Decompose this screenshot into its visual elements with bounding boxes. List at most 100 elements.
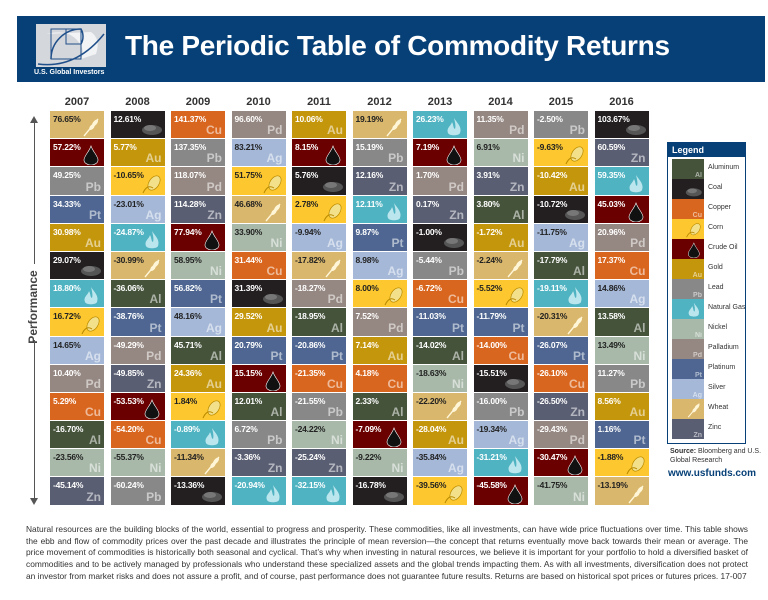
source-note: Source: Bloomberg and U.S. Global Resear… bbox=[670, 447, 765, 465]
corn-icon bbox=[263, 175, 282, 193]
element-symbol: Cu bbox=[508, 348, 525, 363]
year-column-2009: 2009 141.37% Cu 137.35% Pb 118.07% Pd 114.28% Zn… bbox=[171, 96, 225, 506]
return-value: 1.84% bbox=[174, 395, 198, 406]
commodity-cell-copper: 4.18% Cu bbox=[352, 364, 407, 392]
corn-icon bbox=[81, 315, 100, 334]
commodity-cell-silver: 8.98% Ag bbox=[352, 251, 407, 280]
legend-item-lead: Pb Lead bbox=[668, 279, 745, 299]
commodity-cell-corn: 16.72% bbox=[50, 308, 104, 336]
wheat-icon bbox=[506, 259, 523, 278]
legend-label: Lead bbox=[708, 284, 724, 291]
commodity-cell-palladium: 10.40% Pd bbox=[50, 364, 104, 392]
return-value: 118.07% bbox=[174, 170, 206, 181]
return-value: 4.18% bbox=[355, 367, 379, 378]
legend-swatch: Pb bbox=[672, 279, 704, 299]
flame-icon bbox=[84, 287, 98, 305]
year-label: 2013 bbox=[427, 96, 453, 108]
return-value: -16.78% bbox=[355, 480, 386, 491]
return-value: 14.86% bbox=[597, 283, 626, 294]
element-symbol: Pt bbox=[89, 207, 101, 222]
return-value: 8.15% bbox=[295, 142, 319, 153]
element-symbol: Cu bbox=[85, 405, 101, 420]
flame-icon bbox=[508, 456, 522, 474]
commodity-cell-copper: 5.29% Cu bbox=[50, 392, 104, 421]
legend-label: Nickel bbox=[708, 324, 728, 331]
flame-icon bbox=[689, 302, 700, 317]
commodity-cell-aluminum: 2.33% Al bbox=[352, 392, 407, 421]
corn-icon bbox=[444, 485, 463, 503]
corn-icon bbox=[142, 175, 161, 193]
commodity-cell-zinc: -25.24% Zn bbox=[292, 449, 346, 477]
return-value: -17.79% bbox=[537, 254, 568, 265]
return-value: 33.90% bbox=[234, 226, 263, 237]
year-label: 2008 bbox=[125, 96, 150, 108]
logo-text: U.S. Global Investors bbox=[34, 69, 105, 76]
legend-item-palladium: Pd Palladium bbox=[668, 339, 745, 359]
return-value: 1.16% bbox=[597, 424, 621, 435]
commodity-cell-coal: -15.51% bbox=[473, 364, 528, 392]
commodity-cell-palladium: -18.27% Pd bbox=[292, 280, 346, 308]
return-value: -24.87% bbox=[113, 226, 144, 237]
legend-label: Platinum bbox=[708, 364, 736, 371]
return-value: -1.88% bbox=[597, 452, 624, 463]
corn-icon bbox=[686, 223, 702, 238]
return-value: 10.40% bbox=[53, 367, 81, 378]
arrow-up-icon bbox=[30, 116, 38, 123]
commodity-cell-gold: -28.04% Au bbox=[413, 421, 467, 449]
legend: Legend Al Aluminum Coal Cu Copper Corn Crude O… bbox=[667, 142, 746, 444]
oil-drop-icon bbox=[265, 370, 280, 391]
legend-label: Natural Gas bbox=[708, 304, 746, 311]
element-symbol: Zn bbox=[509, 179, 525, 194]
legend-item-platinum: Pt Platinum bbox=[668, 359, 745, 379]
commodity-cell-corn: -39.56% bbox=[413, 477, 467, 505]
commodity-cell-zinc: 12.16% Zn bbox=[352, 167, 407, 195]
commodity-cell-copper: -21.35% Cu bbox=[292, 364, 346, 392]
year-column-2015: 2015 -2.50% Pb -9.63% -10.42% Au -10.72% -11.75… bbox=[534, 96, 588, 506]
commodity-cell-nickel: -55.37% Ni bbox=[110, 449, 165, 477]
oil-drop-icon bbox=[83, 145, 99, 166]
coal-icon bbox=[444, 237, 464, 248]
coal-icon bbox=[625, 125, 646, 136]
commodity-cell-natural-gas: 26.23% bbox=[413, 111, 467, 139]
return-value: -23.56% bbox=[53, 452, 84, 463]
element-symbol: Cu bbox=[569, 376, 585, 391]
element-symbol: Au bbox=[327, 123, 343, 138]
return-value: -55.37% bbox=[113, 452, 144, 463]
commodity-cell-wheat: 19.19% bbox=[352, 111, 407, 139]
element-symbol: Pb bbox=[569, 123, 585, 138]
element-symbol: Zn bbox=[693, 432, 702, 439]
return-value: -14.02% bbox=[416, 339, 447, 350]
arrow-down-icon bbox=[30, 498, 38, 505]
return-value: 34.33% bbox=[53, 198, 81, 209]
return-value: -15.51% bbox=[476, 367, 507, 378]
return-value: -38.76% bbox=[113, 311, 144, 322]
wheat-icon bbox=[567, 316, 583, 334]
element-symbol: Au bbox=[266, 320, 283, 335]
corn-icon bbox=[384, 287, 403, 306]
commodity-cell-silver: 14.65% Ag bbox=[50, 336, 104, 364]
return-value: 30.98% bbox=[53, 226, 81, 237]
commodity-cell-palladium: 20.96% Pd bbox=[594, 223, 649, 251]
return-value: 57.22% bbox=[53, 142, 81, 153]
coal-icon bbox=[202, 491, 222, 502]
flame-icon bbox=[266, 484, 280, 502]
commodity-cell-nickel: -24.22% Ni bbox=[292, 421, 346, 449]
commodity-cell-lead: 15.19% Pb bbox=[352, 139, 407, 167]
return-value: -1.72% bbox=[476, 226, 503, 237]
commodity-cell-silver: 83.21% Ag bbox=[231, 139, 286, 167]
return-value: 31.39% bbox=[234, 283, 263, 294]
return-value: -41.75% bbox=[537, 480, 568, 491]
return-value: -29.43% bbox=[537, 424, 568, 435]
return-value: -20.86% bbox=[295, 339, 326, 350]
legend-item-nickel: Ni Nickel bbox=[668, 319, 745, 339]
element-symbol: Au bbox=[569, 179, 585, 194]
element-symbol: Pb bbox=[448, 264, 464, 279]
element-symbol: Ni bbox=[512, 151, 525, 166]
corn-icon bbox=[505, 287, 524, 306]
return-value: 2.33% bbox=[355, 395, 379, 406]
return-value: -19.34% bbox=[476, 424, 507, 435]
coal-icon bbox=[141, 125, 162, 136]
commodity-cell-palladium: 7.52% Pd bbox=[352, 308, 407, 336]
year-column-2008: 2008 12.61% 5.77% Au -10.65% -23.01% Ag -24.87%… bbox=[110, 96, 165, 506]
commodity-cell-aluminum: -16.70% Al bbox=[50, 421, 104, 449]
